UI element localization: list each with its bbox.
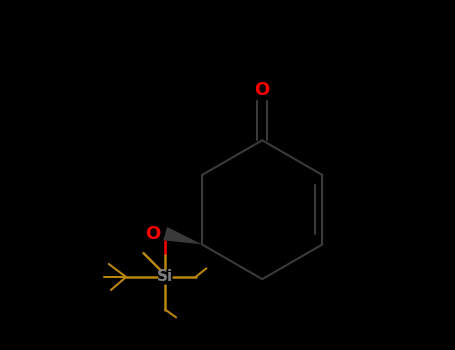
- Text: O: O: [255, 81, 270, 99]
- Text: O: O: [146, 225, 161, 243]
- Text: Si: Si: [157, 270, 173, 285]
- Polygon shape: [163, 227, 202, 244]
